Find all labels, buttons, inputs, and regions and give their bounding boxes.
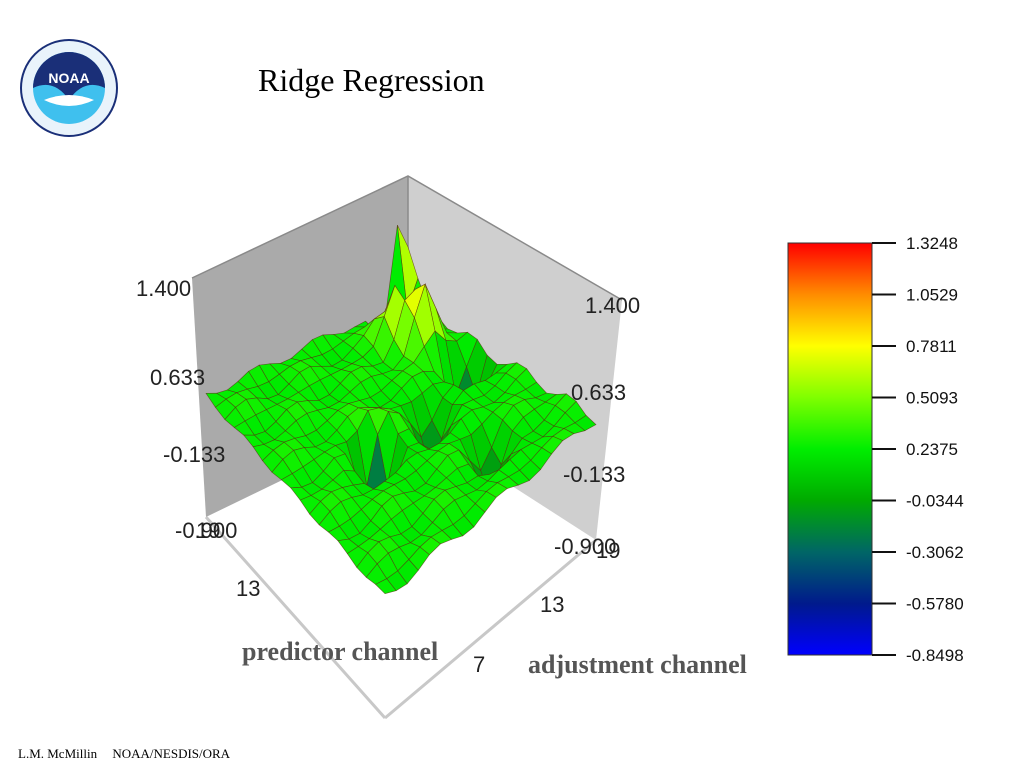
noaa-seal-icon: NOAA [20,39,118,137]
colorbar [787,242,873,656]
predictor-tick-1: 13 [236,576,260,601]
surface-patch [375,578,397,595]
footer: L.M. McMillin NOAA/NESDIS/ORA [18,746,242,762]
logo-text: NOAA [48,70,89,86]
left-tick-1: 0.633 [150,365,205,390]
adjustment-tick-0: 19 [596,538,620,563]
adjustment-tick-2: 7 [473,652,485,677]
predictor-tick-0: 19 [196,518,220,543]
left-tick-2: -0.133 [163,442,225,467]
colorbar-tick-label: -0.5780 [906,595,964,614]
left-tick-0: 1.400 [136,276,191,301]
adjustment-axis-line [384,538,597,720]
colorbar-tick-label: 0.5093 [906,389,958,408]
right-tick-0: 1.400 [585,293,640,318]
footer-org: NOAA/NESDIS/ORA [112,746,231,761]
colorbar-tick-label: 1.0529 [906,286,958,305]
right-tick-3: -0.900 [554,534,616,559]
footer-author: L.M. McMillin [18,746,98,761]
colorbar-tick-label: -0.3062 [906,543,964,562]
noaa-logo: NOAA [14,38,124,138]
left-tick-3: -0.900 [175,518,237,543]
floor-axes [204,516,597,720]
right-tick-2: -0.133 [563,462,625,487]
right-tick-1: 0.633 [571,380,626,405]
predictor-axis-line [204,516,387,719]
colorbar-tick-label: 1.3248 [906,234,958,253]
predictor-axis-label: predictor channel [242,637,438,666]
slide-title: Ridge Regression [258,62,485,98]
colorbar-ticks: 1.3248 1.0529 0.7811 0.5093 0.2375 -0.0344 -0.… [872,234,964,665]
surface-mesh [205,224,597,595]
adjustment-tick-1: 13 [540,592,564,617]
colorbar-tick-label: 0.7811 [906,337,957,356]
colorbar-tick-label: 0.2375 [906,440,958,459]
adjustment-axis-label: adjustment channel [528,650,747,679]
colorbar-tick-label: -0.8498 [906,646,964,665]
colorbar-tick-label: -0.0344 [906,492,964,511]
